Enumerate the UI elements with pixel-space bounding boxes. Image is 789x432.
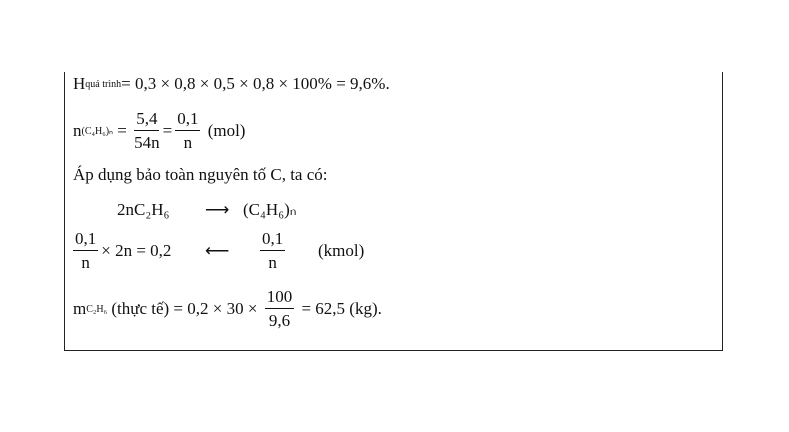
mass-equation: (thực tế) = 0,2 × 30 ×	[107, 299, 262, 318]
denominator: n	[81, 253, 90, 272]
fraction-mass-over-molar: 5,4 54n	[134, 110, 160, 152]
result: = 62,5 (kg).	[297, 299, 382, 318]
left-arrow-icon: ⟵	[205, 241, 230, 260]
unit: (mol)	[203, 121, 246, 140]
fraction-moles: 0,1 n	[260, 230, 286, 272]
reactant: 2nC₂H₆	[117, 200, 170, 219]
fraction-moles: 0,1 n	[175, 110, 201, 152]
denominator: 9,6	[268, 311, 291, 330]
moles-line: n (C₄H₆)ₙ = 5,4 54n = 0,1 n (mol)	[73, 110, 245, 152]
m-symbol: m	[73, 299, 87, 318]
ratio-equation: × 2n = 0,2	[101, 241, 172, 260]
h-symbol: H	[73, 74, 86, 93]
n-symbol: n	[73, 121, 82, 140]
unit: (kmol)	[318, 241, 365, 260]
conservation-text: Áp dụng bảo toàn nguyên tố C, ta có:	[73, 165, 328, 184]
conservation-line: Áp dụng bảo toàn nguyên tố C, ta có:	[73, 165, 328, 185]
h-subscript: quá trình	[85, 78, 122, 90]
solution-box	[64, 72, 723, 351]
fraction-percent: 100 9,6	[264, 288, 295, 330]
equals: =	[162, 121, 173, 140]
denominator: n	[183, 133, 193, 152]
m-subscript: C₂H₆	[86, 303, 108, 315]
right-arrow-icon: ⟶	[205, 200, 230, 219]
numerator: 0,1	[175, 110, 201, 131]
fraction-moles: 0,1 n	[73, 230, 99, 272]
n-subscript: (C₄H₆)ₙ	[81, 125, 114, 137]
product: (C₄H₆)ₙ	[243, 200, 297, 219]
equals: =	[113, 121, 132, 140]
reaction-line: 2nC₂H₆ ⟶ (C₄H₆)ₙ	[117, 200, 297, 220]
numerator: 5,4	[134, 110, 160, 131]
numerator: 0,1	[260, 230, 286, 251]
denominator: n	[268, 253, 277, 272]
denominator: 54n	[134, 133, 160, 152]
numerator: 100	[264, 288, 295, 309]
mole-ratio-line: 0,1 n × 2n = 0,2 ⟵ 0,1 n (kmol)	[73, 230, 364, 272]
efficiency-equation: = 0,3 × 0,8 × 0,5 × 0,8 × 100% = 9,6%.	[121, 74, 390, 93]
numerator: 0,1	[73, 230, 99, 251]
mass-line: m C₂H₆ (thực tế) = 0,2 × 30 × 100 9,6 = 62…	[73, 288, 382, 330]
